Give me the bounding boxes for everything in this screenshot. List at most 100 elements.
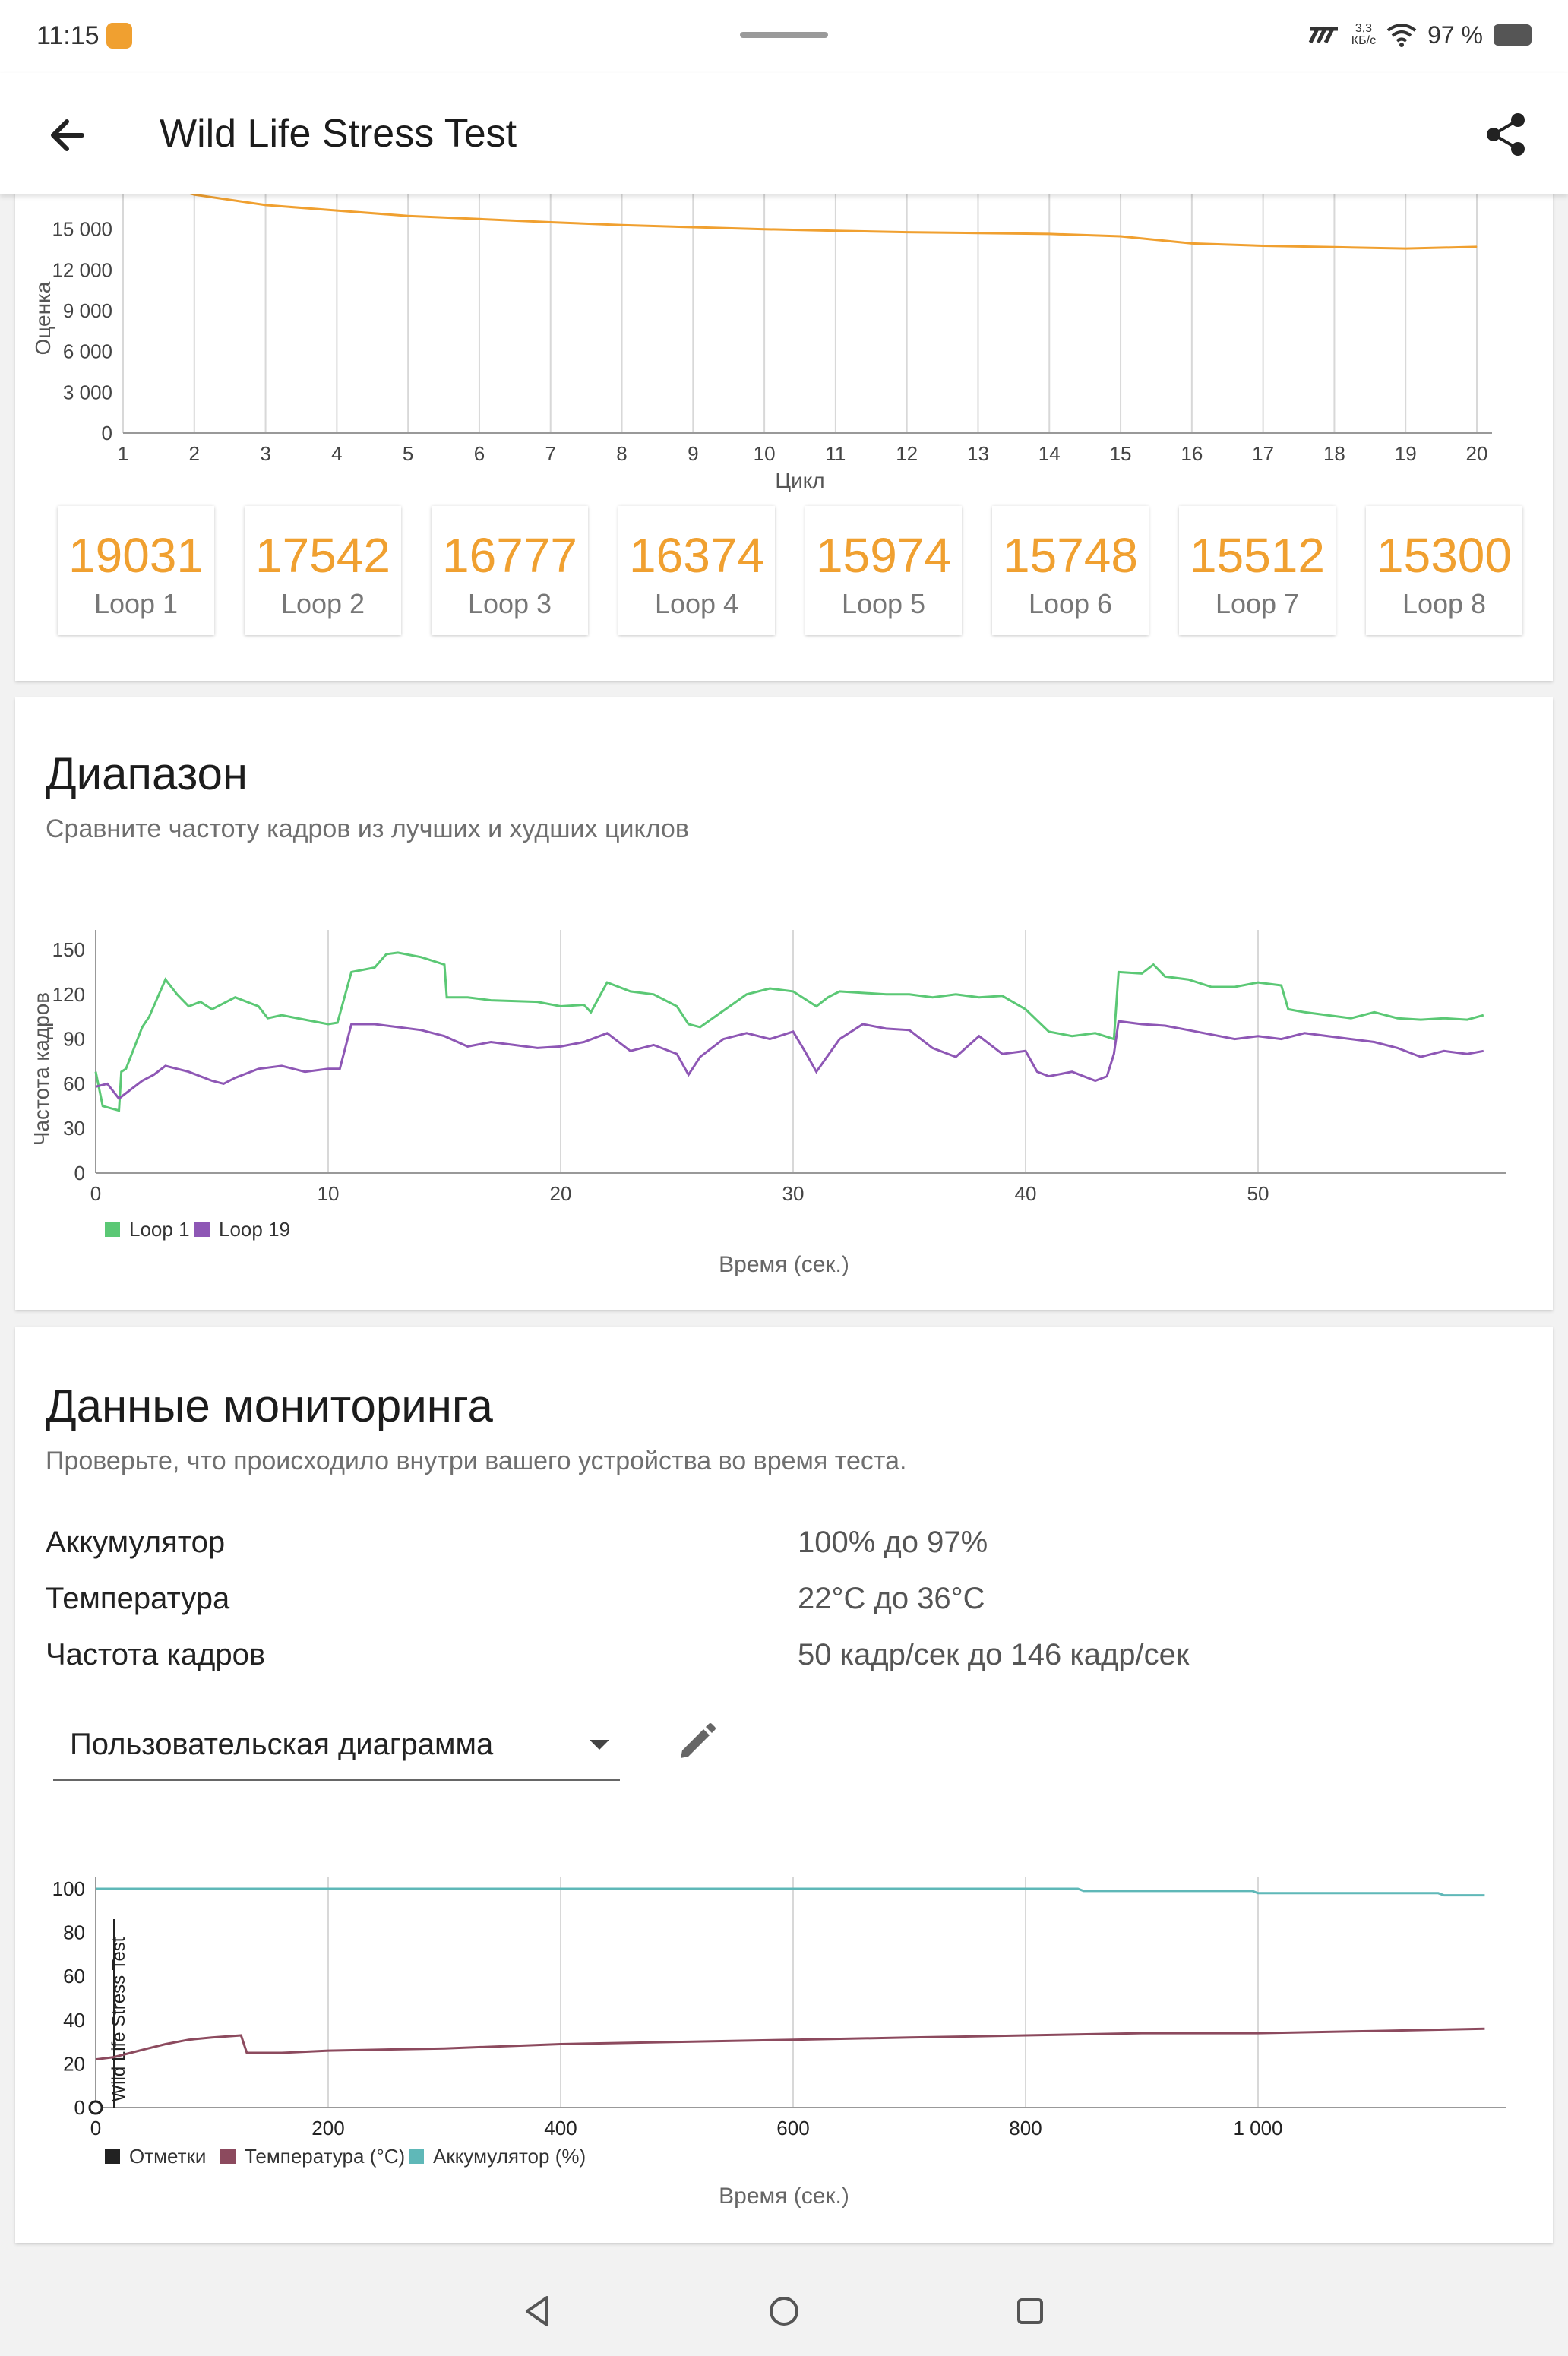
- x-tick-label: 50: [1247, 1182, 1269, 1205]
- battery-value: 100% до 97%: [798, 1526, 988, 1559]
- battery-label: Аккумулятор: [46, 1526, 226, 1559]
- dropdown-selected-value: Пользовательская диаграмма: [70, 1728, 494, 1761]
- y-tick-label: 0: [102, 422, 112, 444]
- loop-score-item: 16374 Loop 4: [618, 506, 775, 635]
- x-tick-label: 9: [688, 442, 698, 465]
- battery-percent: 97 %: [1427, 21, 1483, 49]
- x-tick-label: 19: [1395, 442, 1417, 465]
- y-axis-label: Оценка: [31, 281, 55, 355]
- x-axis-label: Время (сек.): [719, 1252, 849, 1277]
- x-tick-label: 200: [311, 2117, 344, 2139]
- triangle-back-icon[interactable]: [526, 2296, 548, 2326]
- x-tick-label: 6: [474, 442, 485, 465]
- loop-score-item: 15512 Loop 7: [1179, 506, 1336, 635]
- x-tick-label: 12: [896, 442, 918, 465]
- nav-buttons: [526, 2296, 1043, 2326]
- loop-score-value: 17542: [255, 528, 390, 583]
- framerate-label: Частота кадров: [46, 1638, 266, 1671]
- x-tick-label: 18: [1323, 442, 1345, 465]
- edit-button[interactable]: [676, 1722, 717, 1763]
- loop-score-item: 16777 Loop 3: [432, 506, 588, 635]
- caret-down-icon: [590, 1740, 609, 1750]
- x-tick-label: 15: [1110, 442, 1132, 465]
- x-tick-label: 10: [318, 1182, 340, 1205]
- range-card: Диапазон Сравните частоту кадров из лучш…: [15, 697, 1553, 1310]
- y-axis-label: Частота кадров: [30, 992, 53, 1146]
- x-tick-label: 20: [1466, 442, 1488, 465]
- x-tick-label: 16: [1181, 442, 1203, 465]
- range-title: Диапазон: [46, 748, 248, 799]
- loop-score-value: 15300: [1377, 528, 1512, 583]
- legend-swatch: [194, 1222, 210, 1237]
- x-tick-label: 3: [260, 442, 270, 465]
- x-tick-label: 400: [544, 2117, 577, 2139]
- range-chart: 0 30 60 90 120 150 0 10 20 30 40 50 Частота кадров Вр…: [30, 930, 1506, 1277]
- y-tick-label: 3 000: [63, 381, 112, 403]
- y-tick-label: 150: [52, 938, 85, 961]
- loop-score-item: 15300 Loop 8: [1366, 506, 1522, 635]
- x-tick-label: 0: [90, 1182, 101, 1205]
- x-tick-label: 800: [1009, 2117, 1042, 2139]
- y-tick-label: 60: [63, 1965, 85, 1988]
- monitoring-subtitle: Проверьте, что происходило внутри вашего…: [46, 1447, 907, 1475]
- score-point: [1333, 246, 1335, 248]
- navigation-bar: [0, 2272, 1568, 2352]
- x-axis-label: Время (сек.): [719, 2184, 849, 2209]
- circle-home-icon[interactable]: [770, 2297, 798, 2326]
- x-tick-label: 8: [616, 442, 627, 465]
- status-bar: 11:15 3,3 КБ/с 97 %: [0, 0, 1568, 73]
- temperature-label: Температура: [46, 1582, 230, 1615]
- legend-label: Loop 1: [129, 1218, 190, 1241]
- y-tick-label: 9 000: [63, 299, 112, 322]
- loop-score-item: 19031 Loop 1: [58, 506, 214, 635]
- test-marker-label: Wild Life Stress Test: [109, 1937, 129, 2101]
- back-button[interactable]: [43, 111, 91, 160]
- y-tick-label: 80: [63, 1921, 85, 1944]
- x-tick-label: 2: [189, 442, 200, 465]
- loop-score-value: 15974: [816, 528, 951, 583]
- x-tick-label: 40: [1015, 1182, 1037, 1205]
- x-tick-label: 5: [403, 442, 413, 465]
- x-tick-label: 4: [331, 442, 342, 465]
- loop-score-value: 15512: [1190, 528, 1325, 583]
- chart-type-dropdown[interactable]: Пользовательская диаграмма: [53, 1705, 620, 1781]
- score-series-line: [122, 173, 1478, 250]
- legend-swatch: [220, 2149, 236, 2164]
- temperature-series-line: [95, 2027, 1485, 2061]
- loop-score-label: Loop 2: [280, 588, 365, 619]
- x-tick-label: 1: [118, 442, 128, 465]
- x-tick-label: 17: [1252, 442, 1274, 465]
- x-tick-label: 600: [776, 2117, 809, 2139]
- pencil-icon: [681, 1723, 716, 1758]
- score-point: [1405, 248, 1406, 249]
- loop-score-item: 15748 Loop 6: [992, 506, 1149, 635]
- loop-score-value: 16777: [442, 528, 577, 583]
- legend-label: Температура (°C): [245, 2145, 405, 2168]
- signal-icon: [1308, 26, 1338, 44]
- loop-score-label: Loop 3: [467, 588, 552, 619]
- y-tick-label: 120: [52, 983, 85, 1006]
- y-tick-label: 40: [63, 2009, 85, 2032]
- share-button[interactable]: [1481, 109, 1532, 160]
- framerate-value: 50 кадр/сек до 146 кадр/сек: [798, 1638, 1190, 1671]
- arrow-back-icon: [51, 119, 84, 151]
- y-tick-label: 0: [74, 1162, 85, 1184]
- x-tick-label: 14: [1038, 442, 1061, 465]
- x-tick-label: 13: [967, 442, 989, 465]
- x-axis-label: Цикл: [775, 469, 824, 492]
- monitoring-title: Данные мониторинга: [46, 1380, 493, 1431]
- score-point: [1048, 233, 1050, 235]
- score-point: [621, 224, 623, 226]
- score-point: [265, 204, 267, 206]
- notification-icon: [106, 23, 132, 49]
- x-tick-label: 10: [754, 442, 776, 465]
- square-recents-icon[interactable]: [1017, 2298, 1043, 2324]
- drag-handle[interactable]: [740, 32, 828, 38]
- y-tick-label: 15 000: [52, 218, 112, 241]
- status-indicators: 3,3 КБ/с 97 %: [1307, 18, 1532, 52]
- loop-score-label: Loop 6: [1028, 588, 1113, 619]
- x-tick-label: 11: [825, 442, 846, 465]
- loop1-series-line: [94, 951, 1484, 1112]
- loop-score-label: Loop 7: [1215, 588, 1300, 619]
